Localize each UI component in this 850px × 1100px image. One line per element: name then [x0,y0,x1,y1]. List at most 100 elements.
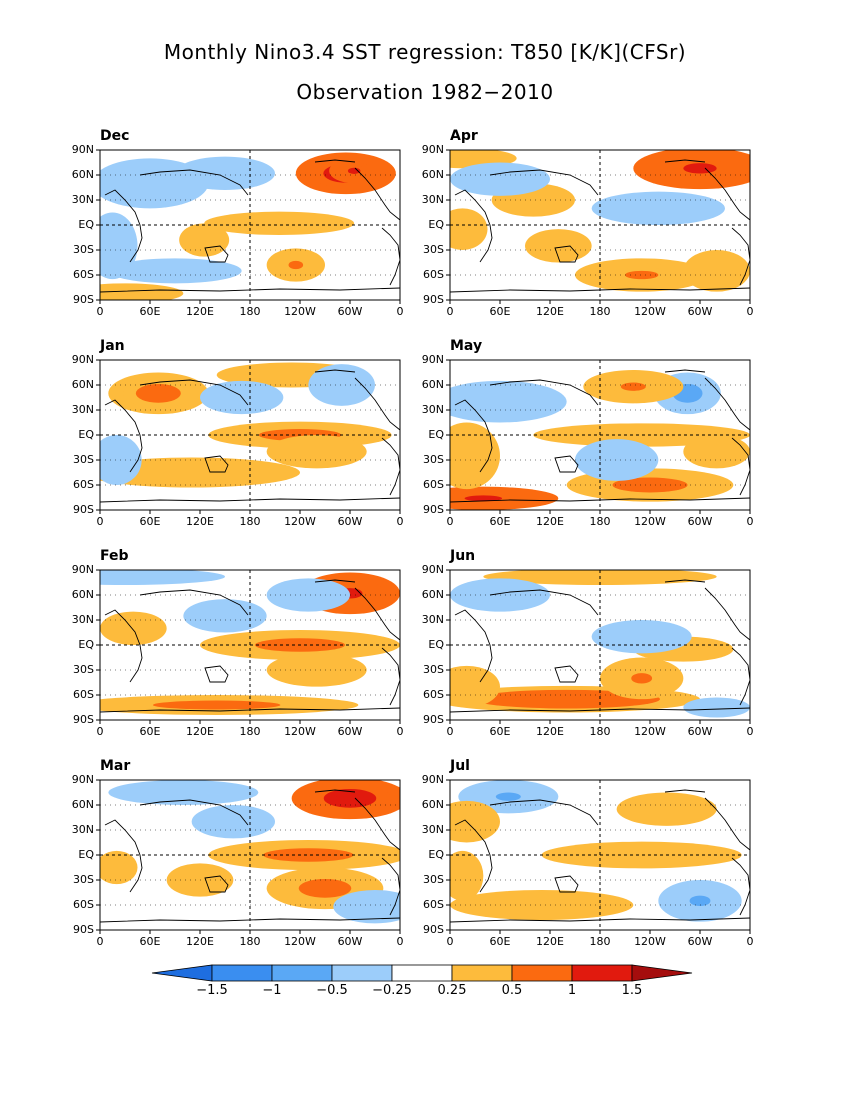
anomaly-field [450,370,750,510]
colorbar-tick-label: 1 [567,983,577,998]
anomaly-field [450,780,742,922]
anomaly-blob [191,805,275,839]
lat-tick-label: 90S [423,503,444,516]
colorbar-segment [571,964,633,982]
lon-tick-label: 60W [687,935,713,948]
coastline [489,799,599,826]
anomaly-blob [333,890,400,924]
lon-tick-label: 60W [337,725,363,738]
coastline [104,819,143,893]
coastline [381,227,401,286]
lat-tick-label: 30N [421,403,444,416]
lat-tick-label: 30N [71,193,94,206]
anomaly-blob [525,229,592,263]
lat-tick-label: EQ [428,638,444,651]
lon-tick-label: 0 [446,935,454,948]
anomaly-blob [541,841,742,869]
anomaly-blob [464,495,503,502]
map-panel-apr [446,149,751,304]
coastline [489,589,599,616]
coastline [139,379,249,406]
anomaly-blob [266,578,350,612]
coastline [449,917,751,923]
panel-label-jan: Jan [100,338,125,354]
coastline [314,579,356,583]
lat-tick-label: EQ [78,218,94,231]
anomaly-blob [179,223,230,257]
lat-tick-label: 30S [423,873,444,886]
coastline [204,875,229,893]
panel-label-apr: Apr [450,128,478,144]
lon-tick-label: 0 [96,935,104,948]
coastline [489,169,599,196]
anomaly-blob [175,156,275,190]
lon-tick-label: 180 [239,515,261,528]
coastline [314,159,356,163]
lat-tick-label: 60N [71,588,94,601]
anomaly-blob [100,611,167,645]
lat-tick-label: 60S [73,268,94,281]
lon-tick-label: 120W [634,305,666,318]
anomaly-blob [100,457,300,488]
lon-tick-label: 120E [536,305,564,318]
coastline [381,857,401,916]
lon-tick-label: 0 [446,515,454,528]
panel-label-may: May [450,338,483,354]
colorbar-right-arrow [631,964,693,982]
lon-tick-label: 0 [446,305,454,318]
coastline [99,707,401,713]
lon-tick-label: 120E [536,515,564,528]
anomaly-blob [495,792,521,801]
lon-tick-label: 120W [284,305,316,318]
anomaly-blob [310,883,340,894]
anomaly-blob [266,435,367,469]
anomaly-blob [683,435,750,469]
lat-tick-label: 60S [423,478,444,491]
lat-tick-label: 30S [423,453,444,466]
anomaly-blob [616,792,717,826]
anomaly-blob [450,380,567,423]
coastline [449,497,751,503]
coastline [731,647,751,706]
lat-tick-label: 90S [73,293,94,306]
anomaly-blob [100,850,138,885]
map-panel-may [446,359,751,514]
lat-tick-label: 90N [71,353,94,366]
map-panel-feb [96,569,401,724]
lon-tick-label: 60W [337,935,363,948]
chart-subtitle: Observation 1982−2010 [296,80,554,104]
anomaly-blob [108,780,259,805]
panel-label-mar: Mar [100,758,131,774]
anomaly-blob [450,800,500,843]
anomaly-blob [450,850,484,901]
coastline [314,789,356,793]
lat-tick-label: 90N [421,353,444,366]
anomaly-blob [683,697,750,718]
lat-tick-label: EQ [428,848,444,861]
lat-tick-label: 30N [71,613,94,626]
anomaly-field [450,570,750,718]
map-panel-mar [96,779,401,934]
lat-tick-label: 90N [421,563,444,576]
panel-label-jul: Jul [450,758,470,774]
lat-tick-label: 30N [421,823,444,836]
lat-tick-label: 60S [423,898,444,911]
coastline [554,665,579,683]
lon-tick-label: 120W [284,515,316,528]
colorbar-segment [271,964,333,982]
anomaly-blob [591,620,692,654]
lat-tick-label: 30S [73,663,94,676]
lat-tick-label: 90N [71,563,94,576]
lat-tick-label: 60S [423,268,444,281]
lon-tick-label: 180 [239,305,261,318]
lat-tick-label: 30N [421,613,444,626]
lon-tick-label: 120W [634,935,666,948]
anomaly-blob [283,851,334,859]
lat-tick-label: 90N [421,143,444,156]
colorbar-segment [391,964,453,982]
colorbar-segment [511,964,573,982]
chart-title: Monthly Nino3.4 SST regression: T850 [K/… [163,40,687,64]
lat-tick-label: 90S [73,713,94,726]
lon-tick-label: 120E [186,725,214,738]
coastline [554,245,579,263]
